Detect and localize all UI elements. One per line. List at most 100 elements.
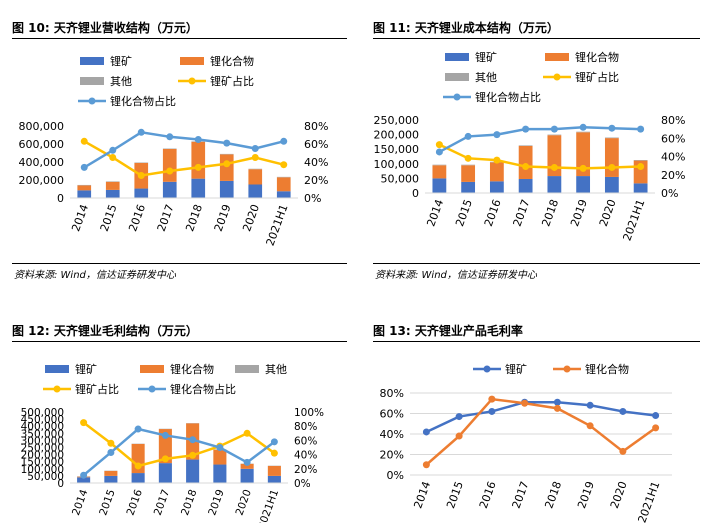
series-point <box>652 424 660 432</box>
series-point <box>521 399 529 407</box>
figure-13-title-rule <box>373 341 700 342</box>
series-point <box>251 145 259 152</box>
series-point <box>553 404 561 412</box>
series-point <box>522 163 530 171</box>
series-line <box>83 140 285 177</box>
bar-segment-other <box>547 134 562 136</box>
series-point <box>80 471 88 479</box>
series-point <box>579 164 587 172</box>
legend-swatch-marker <box>148 385 156 393</box>
legend-label: 锂化合物 <box>170 362 214 376</box>
legend-label: 锂化合物占比 <box>475 90 541 104</box>
series-point <box>464 154 472 162</box>
series-point <box>422 428 430 436</box>
legend-swatch <box>445 53 469 61</box>
series-point <box>522 125 530 133</box>
y-left-tick-label: 100,000 <box>374 158 420 171</box>
legend-swatch-marker <box>563 365 571 373</box>
legend-label: 锂矿 <box>475 50 497 64</box>
series-point <box>488 395 496 403</box>
series-point <box>166 133 174 141</box>
legend-swatch-marker <box>483 365 491 373</box>
y-left-tick-label: 100,000 <box>21 464 64 476</box>
x-tick-label: 2018 <box>542 480 564 511</box>
series-point <box>109 146 117 154</box>
legend-label: 锂矿占比 <box>75 382 119 396</box>
series-point <box>608 124 616 132</box>
series-point <box>109 154 117 161</box>
y-right-tick-label: 40% <box>661 151 685 164</box>
bar-segment-ore <box>518 178 533 193</box>
series-point <box>493 131 501 139</box>
legend-swatch-marker <box>553 73 561 81</box>
bar-segment-compound <box>158 429 172 464</box>
y-right-tick-label: 20% <box>304 174 328 187</box>
bar-segment-other <box>604 137 619 139</box>
bar-segment-other <box>432 164 447 166</box>
series-point <box>80 163 88 171</box>
figure-11-title-rule <box>373 38 700 39</box>
bar-segment-compound <box>162 148 177 182</box>
series-point <box>137 172 145 179</box>
y-right-tick-label: 20% <box>661 169 685 182</box>
x-tick-label: 2015 <box>444 480 466 511</box>
series-point <box>637 125 645 133</box>
y-left-tick-label: 200,000 <box>374 129 420 142</box>
figure-12-title: 图 12: 天齐锂业毛利结构（万元） <box>12 324 198 338</box>
bar-segment-ore <box>158 463 172 483</box>
bar-segment-compound <box>489 162 504 182</box>
bar-segment-ore <box>186 459 200 483</box>
y-right-tick-label: 0% <box>294 478 311 490</box>
bar-segment-ore <box>77 477 91 483</box>
bar-segment-ore <box>489 181 504 193</box>
figure-10-title-rule <box>12 38 347 39</box>
series-point <box>243 458 251 466</box>
y-left-tick-label: 450,000 <box>21 414 64 426</box>
figure-10-source-rule <box>12 263 347 264</box>
bar-segment-compound <box>219 154 234 181</box>
series-point <box>137 128 145 136</box>
bar-segment-ore <box>240 468 254 483</box>
x-tick-label: 2021H1 <box>635 480 662 523</box>
y-right-tick-label: 60% <box>661 132 685 145</box>
legend-swatch <box>80 77 104 85</box>
legend-swatch <box>45 365 69 373</box>
y-left-tick-label: 600,000 <box>19 138 65 151</box>
series-point <box>550 125 558 133</box>
bar-segment-ore <box>633 183 648 193</box>
series-point <box>608 163 616 171</box>
series-point <box>435 141 443 149</box>
bar-segment-ore <box>104 475 118 483</box>
legend-label: 锂矿 <box>110 54 132 68</box>
series-point <box>455 413 463 421</box>
y-left-tick-label: 50,000 <box>27 471 64 483</box>
bar-segment-compound <box>248 169 263 185</box>
legend-swatch <box>235 365 259 373</box>
bar-segment-ore <box>547 176 562 193</box>
legend-swatch-marker <box>53 385 61 393</box>
bar-segment-ore <box>134 188 149 198</box>
series-point <box>80 137 88 145</box>
y-left-tick-label: 400,000 <box>21 421 64 433</box>
legend-label: 其他 <box>265 363 287 376</box>
legend-label: 其他 <box>110 75 132 88</box>
series-point <box>107 448 115 456</box>
y-left-tick-label: 20% <box>380 449 404 462</box>
series-point <box>280 137 288 145</box>
y-left-tick-label: 300,000 <box>21 435 64 447</box>
series-point <box>134 425 142 433</box>
legend-swatch <box>445 73 469 81</box>
x-tick-label: 2016 <box>477 480 499 511</box>
legend-swatch-marker <box>188 77 196 85</box>
series-point <box>161 431 169 439</box>
bar-segment-other <box>518 145 533 146</box>
bar-segment-compound <box>240 463 254 469</box>
bar-segment-ore <box>276 191 291 198</box>
bar-segment-ore <box>267 475 281 483</box>
y-left-tick-label: 150,000 <box>21 457 64 469</box>
legend-label: 锂矿占比 <box>575 70 619 84</box>
legend-swatch <box>545 53 569 61</box>
x-tick-label: 2020 <box>608 480 630 511</box>
